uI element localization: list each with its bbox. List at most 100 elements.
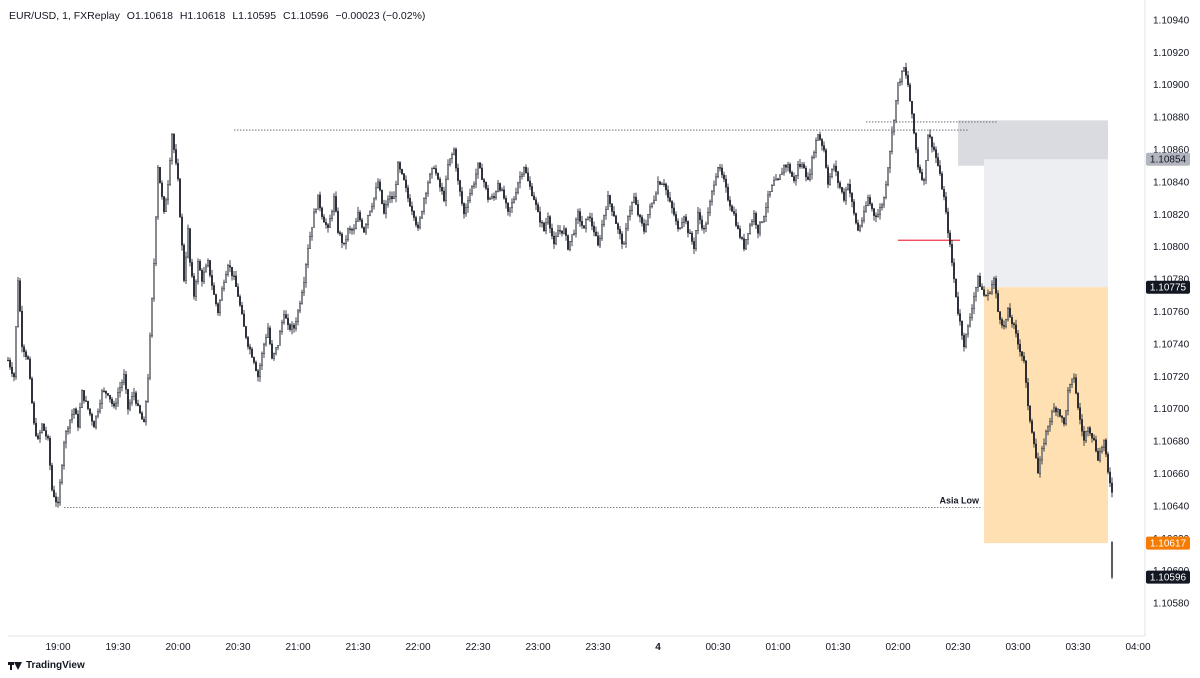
candle-body <box>159 167 161 184</box>
candle-body <box>275 347 277 354</box>
candle-body <box>1069 384 1071 391</box>
candle-body <box>415 217 417 226</box>
candle-body <box>783 164 785 174</box>
candle-body <box>843 191 845 201</box>
candle-body <box>51 465 53 491</box>
candle-body <box>113 403 115 407</box>
candle-body <box>781 172 783 175</box>
candle-body <box>719 167 721 169</box>
candle-body <box>811 157 813 175</box>
candle-body <box>205 265 207 273</box>
candle-body <box>229 265 231 268</box>
price-tick-label: 1.10740 <box>1153 339 1190 350</box>
candle-body <box>465 207 467 215</box>
candle-body <box>745 239 747 250</box>
candle-body <box>805 167 807 178</box>
ohlc-open: O1.10618 <box>126 10 173 22</box>
candle-body <box>679 227 681 230</box>
candle-body <box>627 216 629 229</box>
candle-body <box>39 432 41 439</box>
candle-body <box>165 199 167 212</box>
candle-body <box>591 217 593 227</box>
candle-body <box>239 296 241 306</box>
candle-body <box>809 173 811 180</box>
candle-body <box>383 203 385 214</box>
candle-body <box>313 211 315 228</box>
candle-body <box>763 216 765 222</box>
candle-body <box>669 197 671 202</box>
candle-body <box>865 205 867 212</box>
candle-body <box>555 236 557 245</box>
candle-body <box>41 423 43 433</box>
candle-body <box>27 356 29 360</box>
candle-body <box>201 270 203 282</box>
time-tick-label: 21:00 <box>285 642 310 653</box>
candle-body <box>769 191 771 196</box>
candle-body <box>37 435 39 439</box>
candle-body <box>143 419 145 423</box>
candle-body <box>257 370 259 378</box>
tradingview-brand[interactable]: TradingView <box>8 660 85 671</box>
candle-body <box>1111 482 1113 493</box>
candle-body <box>67 427 69 432</box>
candle-body <box>1109 471 1111 484</box>
candle-body <box>953 262 955 280</box>
candle-body <box>269 327 271 345</box>
candle-body <box>803 164 805 169</box>
candle-body <box>441 186 443 192</box>
candle-body <box>139 405 141 414</box>
price-badge-label: 1.10775 <box>1150 283 1187 294</box>
candle-body <box>725 178 727 188</box>
candle-body <box>629 210 631 217</box>
candle-body <box>307 248 309 265</box>
price-axis[interactable]: 1.109401.109201.109001.108801.108601.108… <box>1153 15 1190 609</box>
candle-body <box>833 165 835 170</box>
time-tick-label: 03:30 <box>1065 642 1090 653</box>
candle-body <box>633 196 635 203</box>
candle-body <box>961 320 963 336</box>
time-tick-label: 01:30 <box>825 642 850 653</box>
candle-body <box>403 173 405 181</box>
candle-body <box>877 214 879 218</box>
candle-body <box>581 221 583 226</box>
price-tick-label: 1.10680 <box>1153 437 1190 448</box>
candle-body <box>321 207 323 218</box>
candle-body <box>1063 417 1065 425</box>
symbol-title[interactable]: EUR/USD, 1, FXReplay <box>9 10 120 22</box>
candle-body <box>817 134 819 141</box>
candle-body <box>253 357 255 363</box>
candle-body <box>137 403 139 406</box>
candle-body <box>45 430 47 437</box>
candle-body <box>281 322 283 332</box>
candle-body <box>959 313 961 322</box>
candle-body <box>857 222 859 231</box>
candle-body <box>437 173 439 180</box>
candle-body <box>889 151 891 169</box>
candle-body <box>345 239 347 245</box>
candle-body <box>155 216 157 264</box>
candle-body <box>1047 425 1049 432</box>
candle-body <box>195 281 197 297</box>
candle-body <box>715 176 717 186</box>
candle-body <box>373 197 375 207</box>
candle-body <box>873 208 875 216</box>
candle-body <box>355 220 357 230</box>
candle-body <box>495 191 497 199</box>
price-tick-label: 1.10940 <box>1153 15 1190 26</box>
candle-body <box>169 160 171 185</box>
candle-body <box>991 284 993 294</box>
candle-body <box>929 134 931 138</box>
time-tick-label: 01:00 <box>765 642 790 653</box>
time-tick-label: 00:30 <box>705 642 730 653</box>
candle-body <box>1041 448 1043 461</box>
time-tick-label: 21:30 <box>345 642 370 653</box>
candle-body <box>1075 377 1077 394</box>
time-axis[interactable]: 19:00 19:30 20:00 20:30 21:00 21:30 22:00 22:30… <box>45 642 1150 653</box>
candle-body <box>923 179 925 181</box>
candle-body <box>421 211 423 219</box>
time-tick-label: 02:30 <box>945 642 970 653</box>
candle-body <box>687 221 689 234</box>
candle-body <box>371 205 373 212</box>
candle-body <box>829 176 831 185</box>
